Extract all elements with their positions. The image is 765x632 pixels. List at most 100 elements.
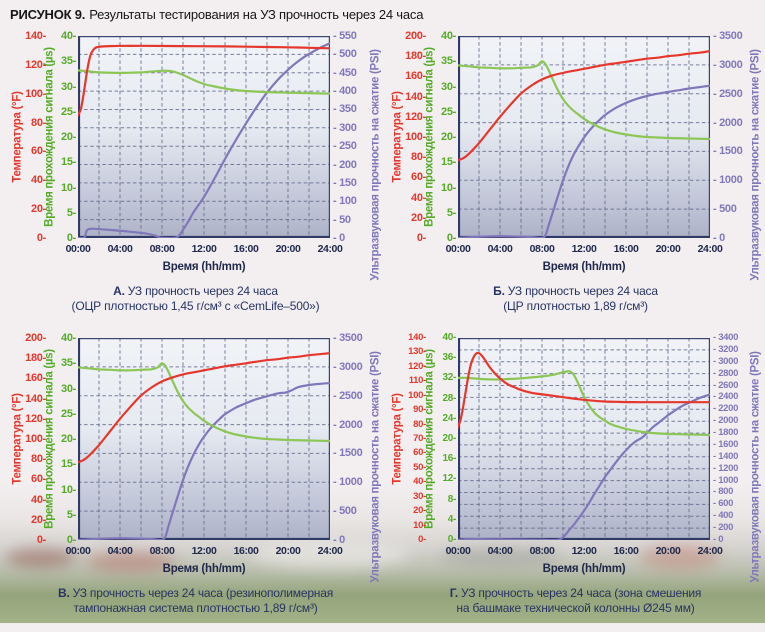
axis-tick-label: 0-	[36, 534, 46, 546]
axis-tick-label: - 500	[333, 505, 357, 518]
axis-tick-label: - 450	[333, 66, 357, 79]
axis-tick-label: 0-	[447, 534, 457, 545]
x-tick-label: 24:00	[697, 545, 723, 557]
x-tick-label: 04:00	[487, 545, 513, 557]
axis-tick-label: 30-	[61, 382, 76, 395]
axis-tick-label: 8-	[447, 493, 457, 505]
axis-tick-label: 40-	[441, 30, 456, 42]
axis-tick-label: - 0	[333, 232, 345, 244]
axis-tick-label: 20-	[411, 211, 426, 224]
axis-tick-label: 0-	[66, 232, 76, 244]
chart-b: Температура (°F) Время прохождения сигна…	[388, 30, 763, 330]
axis-tick-label: 90-	[413, 404, 426, 416]
axis-tick-label: 0-	[66, 534, 76, 546]
axis-tick-label: 70-	[413, 433, 426, 444]
axis-tick-label: 80-	[31, 453, 46, 466]
axis-tick-label: 100-	[408, 389, 426, 401]
psi-axis-title: Ультразвуковая прочность на сжатие (PSI)	[749, 49, 762, 281]
axis-tick-label: - 350	[333, 103, 357, 116]
axis-tick-label: - 1200	[713, 462, 739, 474]
x-tick-label: 04:00	[107, 545, 133, 557]
axis-tick-label: 35-	[441, 55, 456, 68]
axis-tick-label: 20-	[31, 513, 46, 526]
axis-tick-label: 4-	[447, 513, 457, 525]
axis-tick-label: - 50	[333, 213, 351, 226]
axis-tick-label: - 400	[713, 510, 734, 522]
axis-tick-label: 35-	[61, 357, 76, 370]
x-tick-label: 16:00	[613, 545, 639, 557]
psi-axis-title: Ультразвуковая прочность на сжатие (PSI)	[369, 49, 382, 281]
caption-text: УЗ прочность через 24 часа (зона смешени…	[456, 586, 702, 615]
x-tick-label: 20:00	[275, 243, 301, 255]
axis-tick-label: - 200	[713, 522, 734, 534]
axis-tick-label: 30-	[413, 490, 426, 502]
axis-tick-label: - 3000	[713, 355, 739, 367]
x-tick-label: 08:00	[529, 243, 555, 255]
axis-tick-label: - 400	[333, 85, 357, 98]
chart-caption: Г. УЗ прочность через 24 часа (зона смеше…	[382, 586, 765, 616]
axis-tick-label: 35-	[61, 55, 76, 68]
x-tick-label: 00:00	[445, 545, 471, 557]
x-tick-label: 24:00	[697, 243, 723, 255]
axis-tick-label: 160-	[25, 372, 46, 385]
figure-number: РИСУНОК 9.	[10, 7, 86, 22]
axis-tick-label: 24-	[442, 412, 456, 424]
axis-tick-label: - 500	[333, 48, 357, 61]
axis-tick-label: - 1000	[333, 476, 363, 489]
axis-tick-label: - 2000	[713, 415, 739, 427]
axis-tick-label: - 2000	[333, 418, 363, 431]
axis-tick-label: - 3000	[333, 360, 363, 373]
axis-tick-label: 0-	[36, 232, 46, 244]
axis-tick-label: 16-	[442, 453, 456, 465]
x-tick-label: 12:00	[571, 243, 597, 255]
axis-tick-label: 25-	[61, 105, 76, 118]
temp-axis-title: Температура (°F)	[11, 91, 24, 183]
x-tick-label: 00:00	[445, 243, 471, 255]
chart-v: Температура (°F) Время прохождения сигна…	[8, 332, 383, 632]
axis-tick-label: - 2500	[713, 87, 743, 100]
x-axis-label: Время (hh/mm)	[162, 261, 246, 273]
axis-tick-label: 10-	[441, 181, 456, 194]
axis-tick-label: 40-	[442, 332, 456, 343]
x-tick-label: 20:00	[655, 545, 681, 557]
chart-a: Температура (°F) Время прохождения сигна…	[8, 30, 383, 330]
axis-tick-label: 0-	[416, 232, 426, 244]
axis-tick-label: 140-	[408, 332, 426, 343]
axis-tick-label: 20-	[442, 433, 456, 444]
axis-tick-label: - 250	[333, 140, 357, 153]
axis-tick-label: 28-	[442, 392, 456, 404]
axis-tick-label: 5-	[446, 206, 456, 219]
axis-tick-label: - 3000	[713, 58, 743, 71]
axis-tick-label: 5-	[66, 206, 76, 219]
plot-area	[78, 338, 330, 540]
figure-title-text: Результаты тестирования на УЗ прочность …	[89, 7, 424, 22]
axis-tick-label: - 1400	[713, 450, 739, 462]
axis-tick-label: - 1500	[333, 447, 363, 460]
caption-text: УЗ прочность через 24 часа (резинополиме…	[72, 586, 334, 615]
axis-tick-label: - 2200	[713, 403, 739, 415]
axis-tick-label: 20-	[31, 203, 46, 216]
caption-letter: Б.	[493, 284, 505, 298]
axis-tick-label: - 3500	[713, 30, 743, 42]
axis-tick-label: - 1600	[713, 438, 739, 450]
axis-tick-label: 20-	[441, 131, 456, 143]
axis-tick-label: - 150	[333, 176, 357, 189]
axis-tick-label: 10-	[61, 483, 76, 496]
photo-blob-red-left	[6, 548, 76, 568]
axis-tick-label: - 800	[713, 486, 734, 498]
axis-tick-label: 12-	[442, 473, 456, 485]
axis-tick-label: 60-	[413, 447, 426, 459]
axis-tick-label: 5-	[66, 508, 76, 521]
psi-axis-title: Ультразвуковая прочность на сжатие (PSI)	[369, 351, 382, 583]
axis-tick-label: 200-	[25, 332, 46, 344]
axis-tick-label: 15-	[441, 156, 456, 169]
axis-tick-label: 0-	[418, 534, 426, 545]
axis-tick-label: - 3200	[713, 343, 739, 355]
axis-tick-label: 40-	[61, 30, 76, 42]
caption-text: УЗ прочность через 24 часа (ЦР плотность…	[503, 284, 658, 313]
axis-tick-label: 20-	[61, 433, 76, 445]
axis-tick-label: 140-	[25, 392, 46, 405]
axis-tick-label: - 2500	[333, 389, 363, 402]
axis-tick-label: 40-	[411, 191, 426, 204]
axis-tick-label: 180-	[25, 352, 46, 365]
